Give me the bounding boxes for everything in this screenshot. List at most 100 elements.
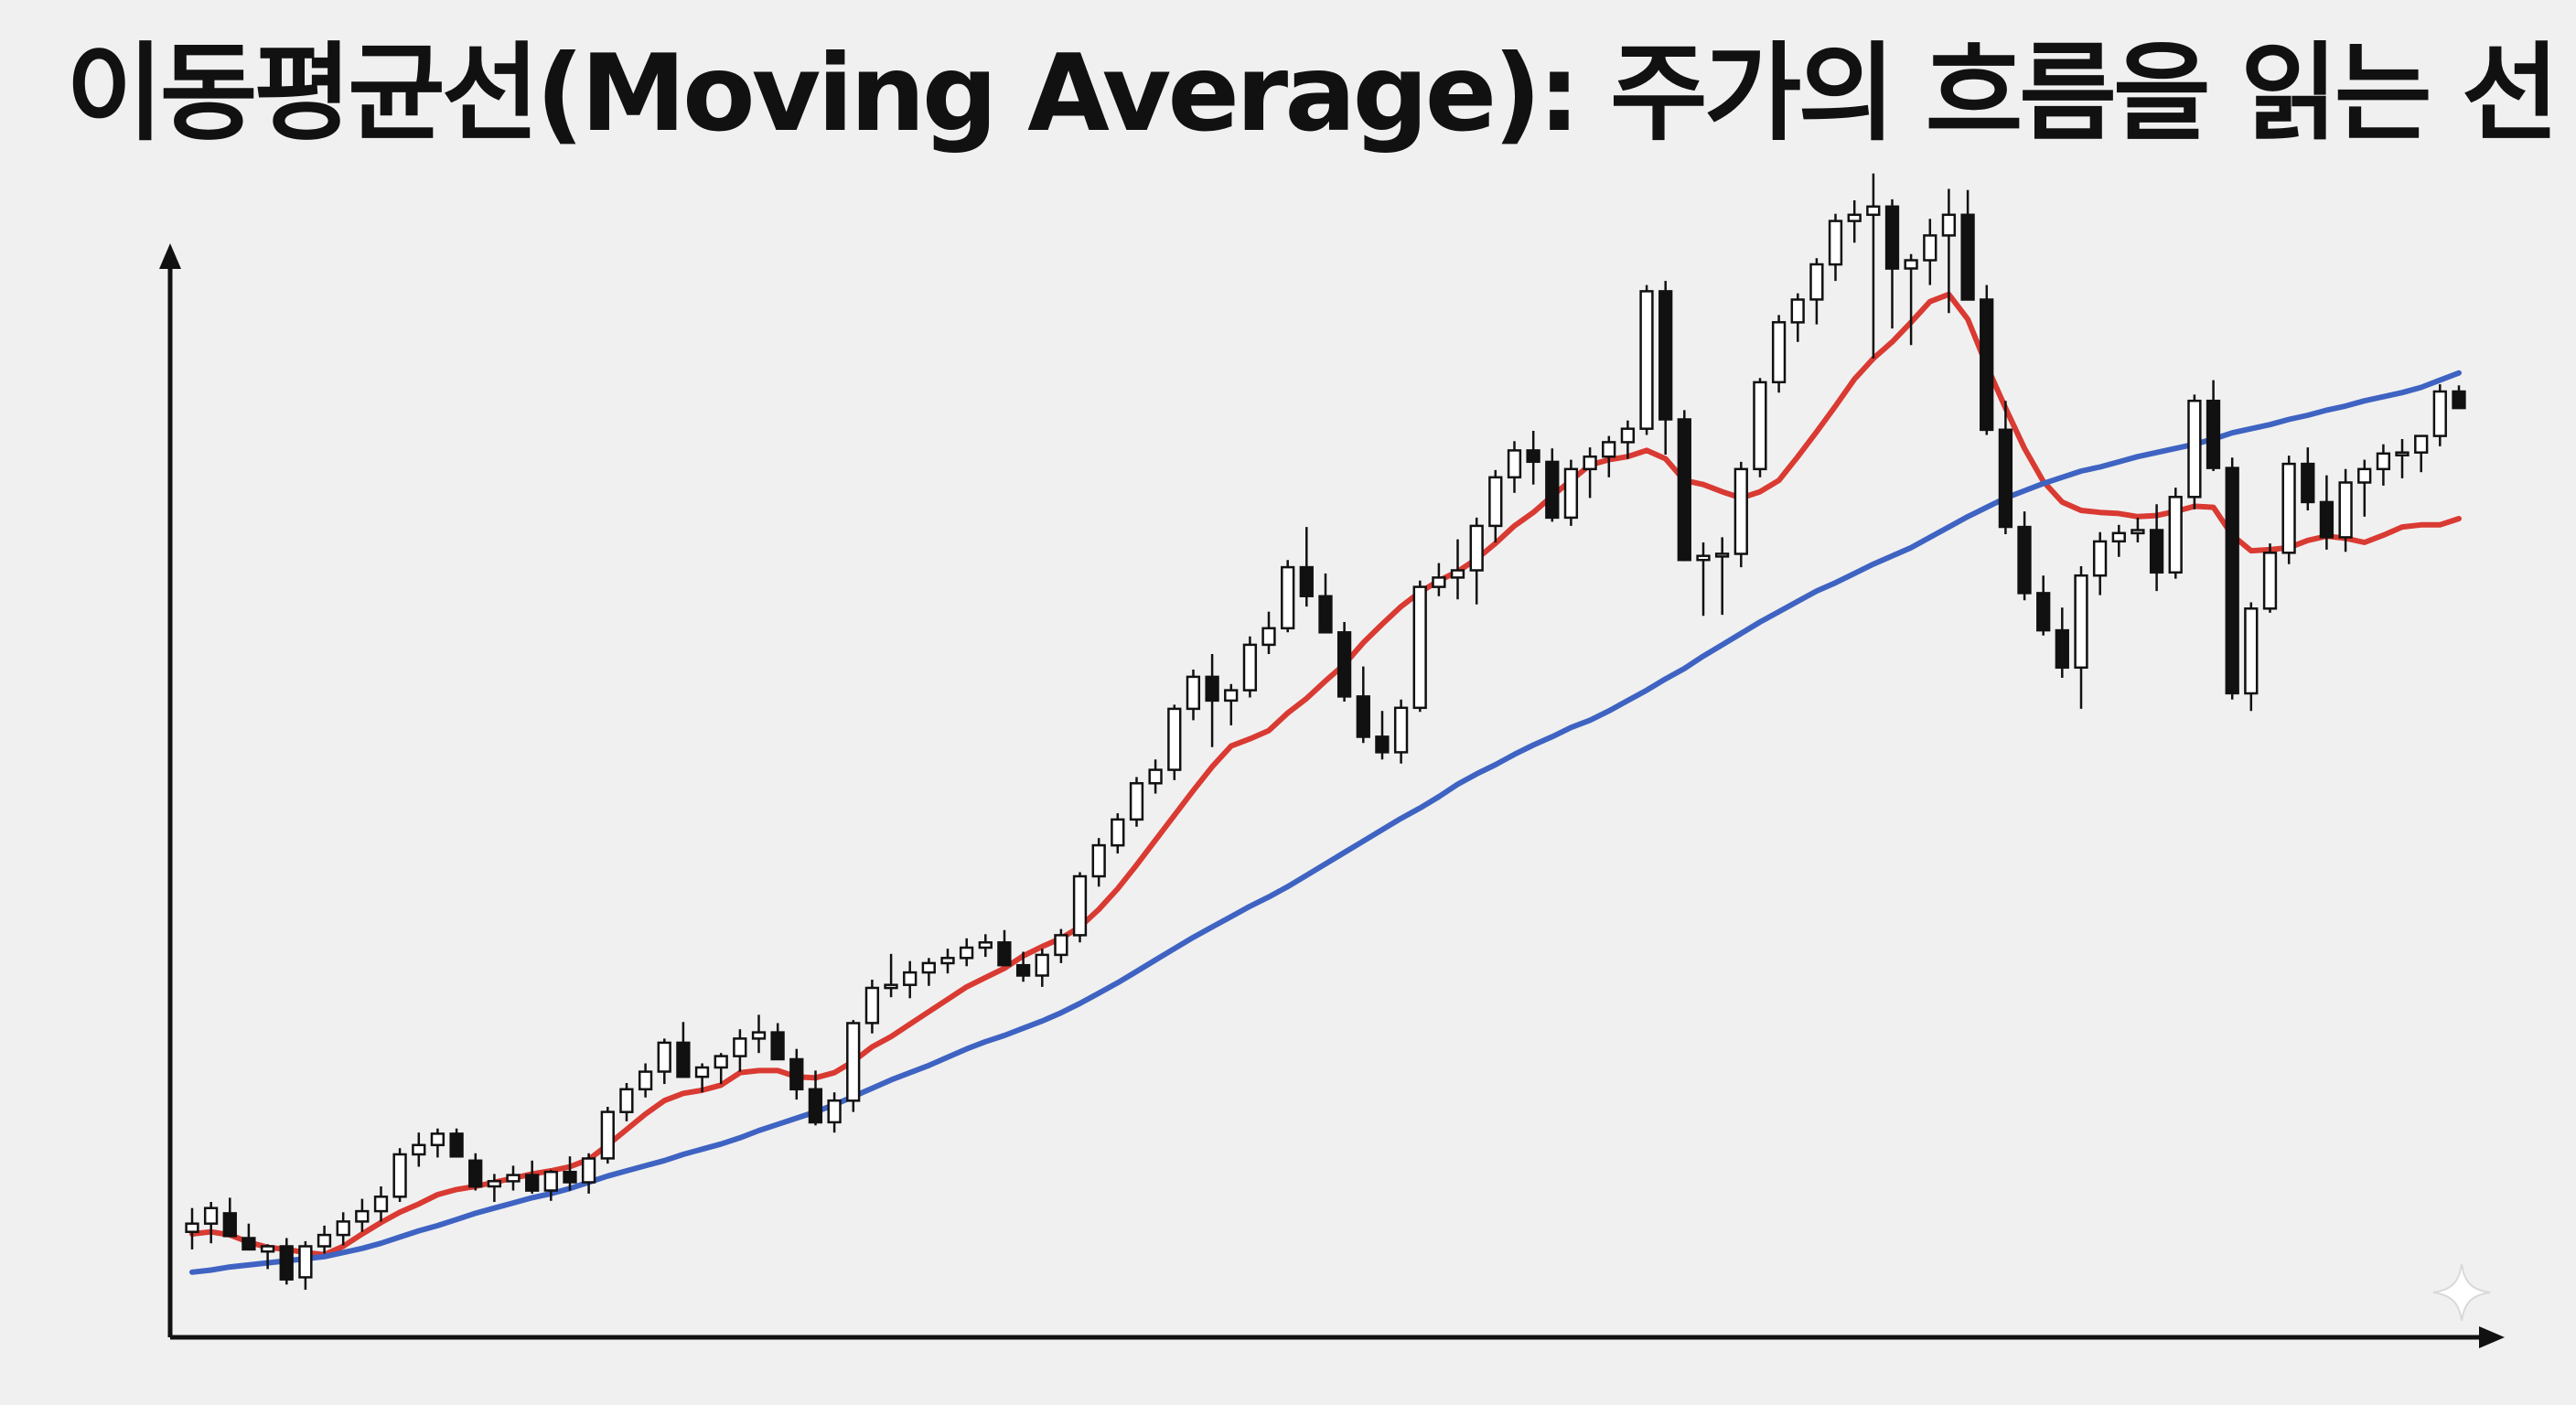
candle-up xyxy=(2168,488,2183,579)
candle-up xyxy=(373,1186,389,1222)
candle-up xyxy=(1904,253,1918,346)
candle-body xyxy=(1205,675,1219,702)
candle-body xyxy=(1072,874,1088,937)
candle-down xyxy=(2036,575,2051,636)
candle-up xyxy=(619,1083,634,1121)
candle-body xyxy=(336,1220,350,1237)
candle-up xyxy=(1242,636,1258,698)
candle-body xyxy=(997,941,1012,967)
candle-body xyxy=(1507,449,1522,479)
candle-body xyxy=(430,1132,445,1147)
candle-up xyxy=(2414,434,2429,473)
candle-body xyxy=(2225,467,2239,695)
candle-down xyxy=(997,929,1012,967)
candle-body xyxy=(1563,467,1579,520)
candle-body xyxy=(714,1055,728,1069)
candle-body xyxy=(1980,298,1994,432)
candle-up xyxy=(921,958,936,986)
candle-body xyxy=(1318,595,1333,634)
candle-up xyxy=(940,949,955,974)
candle-up xyxy=(1167,704,1182,780)
candle-up xyxy=(733,1029,747,1072)
candle-down xyxy=(468,1153,483,1191)
candle-body xyxy=(355,1209,370,1223)
candle-body xyxy=(733,1037,747,1057)
candle-body xyxy=(2131,529,2145,535)
candle-up xyxy=(600,1107,615,1164)
candle-body xyxy=(770,1031,785,1061)
candle-body xyxy=(581,1157,596,1184)
candle-down xyxy=(279,1238,294,1285)
candle-body xyxy=(1224,689,1239,702)
candle-body xyxy=(543,1170,558,1192)
candle-down xyxy=(222,1197,237,1238)
candle-up xyxy=(1111,813,1125,854)
candle-up xyxy=(1714,537,1730,616)
candle-body xyxy=(449,1132,464,1158)
candle-down xyxy=(525,1160,540,1194)
candle-body xyxy=(1753,381,1767,471)
candle-body xyxy=(1281,565,1295,630)
candle-up xyxy=(864,980,880,1034)
candle-up xyxy=(487,1174,502,1202)
candle-up xyxy=(1091,838,1106,887)
candle-up xyxy=(1696,542,1711,617)
candle-body xyxy=(2281,462,2296,554)
candle-up xyxy=(2281,456,2296,564)
candle-up xyxy=(355,1198,370,1232)
candle-body xyxy=(864,986,880,1024)
candle-body xyxy=(1015,963,1031,977)
candle-down xyxy=(242,1223,256,1251)
candle-up xyxy=(1469,517,1484,605)
candle-up xyxy=(959,938,974,967)
candle-body xyxy=(222,1212,237,1238)
candle-down xyxy=(2149,504,2164,592)
candle-up xyxy=(1828,213,1843,282)
sparkle-icon xyxy=(2432,1263,2491,1322)
candle-down xyxy=(1545,448,1560,522)
candle-up xyxy=(1412,580,1427,713)
candle-body xyxy=(2452,390,2466,410)
candle-up xyxy=(1583,447,1597,499)
candle-body xyxy=(373,1196,389,1213)
axes xyxy=(159,243,2505,1348)
candle-up xyxy=(317,1225,332,1254)
candle-body xyxy=(1242,643,1258,692)
candle-down xyxy=(676,1022,691,1078)
candle-body xyxy=(487,1180,502,1188)
candle-body xyxy=(1733,467,1748,555)
candle-body xyxy=(412,1143,426,1156)
candle-body xyxy=(1186,675,1201,711)
candle-body xyxy=(2244,607,2259,695)
candle-down xyxy=(2452,385,2466,410)
candle-body xyxy=(1828,220,1843,266)
candle-body xyxy=(2092,540,2108,577)
candle-up xyxy=(2074,566,2088,709)
candle-up xyxy=(336,1212,350,1246)
candle-up xyxy=(581,1153,596,1194)
candle-body xyxy=(1299,565,1314,597)
candle-body xyxy=(2111,531,2126,543)
candle-down xyxy=(2225,457,2239,700)
candle-up xyxy=(543,1169,558,1201)
candle-body xyxy=(2017,525,2032,595)
candle-down xyxy=(2055,607,2069,678)
candle-body xyxy=(1167,707,1182,771)
candle-up xyxy=(2395,439,2410,478)
candle-down xyxy=(1960,189,1975,301)
candle-up xyxy=(2244,602,2259,712)
candle-up xyxy=(2357,459,2372,517)
candle-body xyxy=(1261,627,1276,647)
candle-body xyxy=(2149,529,2164,574)
candle-up xyxy=(1281,560,1295,633)
candle-body xyxy=(1412,585,1427,710)
candle-body xyxy=(921,961,936,974)
candle-body xyxy=(2036,592,2051,632)
candle-up xyxy=(1733,461,1748,568)
candle-body xyxy=(2262,552,2278,610)
candle-up xyxy=(1393,699,1409,764)
candle-body xyxy=(1923,234,1937,262)
candle-body xyxy=(959,946,974,960)
candle-body xyxy=(2376,452,2391,471)
candle-up xyxy=(260,1244,275,1270)
